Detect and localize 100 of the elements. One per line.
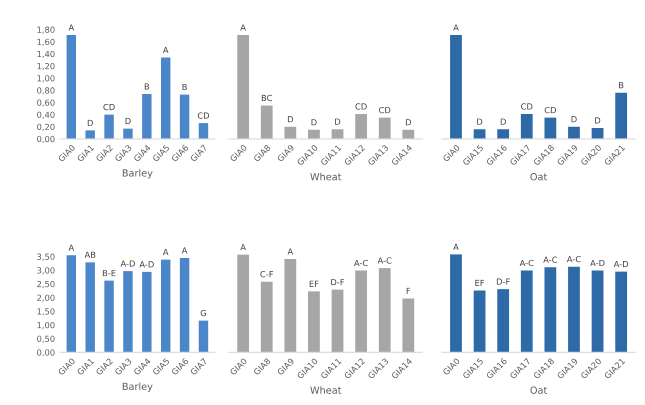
bar <box>568 126 580 139</box>
data-label: G <box>200 310 206 316</box>
bar <box>123 271 133 352</box>
bar <box>332 290 344 352</box>
x-axis-title: Barley <box>122 169 153 179</box>
data-label: A <box>240 24 246 31</box>
y-tick-label: 2,50 <box>37 280 55 288</box>
x-axis-title: Barley <box>122 382 153 392</box>
x-axis-title: Oat <box>530 173 548 180</box>
data-label: D <box>335 118 340 125</box>
bar <box>308 291 320 352</box>
data-label: CD <box>103 104 115 110</box>
data-label: CD <box>355 103 367 110</box>
data-label: A-C <box>566 256 581 262</box>
data-label: A <box>288 248 294 255</box>
bar <box>520 114 533 139</box>
bar <box>160 260 170 352</box>
data-label: B <box>144 83 150 90</box>
data-label: A <box>68 24 74 31</box>
bar <box>66 35 76 139</box>
data-label: B <box>182 84 187 90</box>
data-label: CD <box>544 106 556 114</box>
y-tick-label: 2,00 <box>37 294 55 302</box>
data-label: D <box>312 119 317 126</box>
y-tick-label: 0,00 <box>37 136 55 144</box>
bar <box>378 268 391 352</box>
bar <box>260 106 273 139</box>
data-label: B <box>619 82 624 88</box>
data-label: CD <box>521 103 532 110</box>
data-label: D <box>595 117 600 124</box>
data-label: BC <box>262 94 272 102</box>
data-label: A <box>162 248 168 256</box>
bar <box>520 270 533 352</box>
y-tick-label: 3,50 <box>37 254 55 261</box>
bar <box>355 270 368 352</box>
data-label: C-F <box>260 271 274 278</box>
data-label: EF <box>475 280 484 286</box>
data-label: AB <box>84 252 96 258</box>
bar <box>260 282 273 352</box>
y-tick-label: 0,20 <box>37 124 55 131</box>
bar <box>142 94 152 139</box>
bar <box>160 58 170 139</box>
y-tick-label: 1,00 <box>37 75 55 82</box>
bar <box>198 123 208 139</box>
bar <box>237 35 250 139</box>
y-tick-label: 1,00 <box>37 322 55 330</box>
data-label: A-D <box>120 260 135 267</box>
bar <box>142 272 152 352</box>
bar <box>237 254 250 352</box>
bar <box>402 130 414 139</box>
data-label: A <box>162 46 168 53</box>
bar <box>284 126 296 139</box>
bar <box>450 35 462 139</box>
data-label: F <box>406 288 410 294</box>
data-label: A <box>453 24 459 31</box>
data-label: D <box>406 119 412 126</box>
data-label: A <box>453 244 459 250</box>
data-label: D-F <box>331 279 344 286</box>
x-axis-title: Wheat <box>310 386 342 394</box>
y-tick-label: 1,20 <box>37 62 55 70</box>
bar <box>402 298 414 352</box>
data-label: D <box>572 116 577 122</box>
data-label: A <box>68 244 74 251</box>
bar <box>85 130 95 139</box>
bar <box>180 94 190 139</box>
y-tick-label: 0,50 <box>37 336 55 343</box>
x-axis-title: Wheat <box>310 172 342 180</box>
y-tick-label: 0,40 <box>37 112 55 119</box>
y-tick-label: 1,40 <box>37 50 55 58</box>
data-label: A <box>240 244 246 250</box>
bar <box>474 290 486 352</box>
data-label: B-E <box>102 270 116 276</box>
bar <box>198 320 208 352</box>
bar <box>104 114 114 139</box>
y-tick-label: 0,60 <box>37 99 55 107</box>
y-tick-label: 1,60 <box>37 38 55 46</box>
bar <box>284 259 296 352</box>
data-label: EF <box>310 280 318 287</box>
data-label: CD <box>198 112 210 119</box>
data-label: A-C <box>543 256 558 263</box>
bar <box>474 129 486 139</box>
bar <box>104 280 114 352</box>
data-label: D-F <box>496 278 510 285</box>
data-label: A-C <box>378 257 392 264</box>
bar <box>615 92 628 139</box>
y-tick-label: 1,50 <box>37 308 55 316</box>
bar <box>544 118 556 139</box>
data-label: D <box>126 118 131 124</box>
data-label: CD <box>379 106 390 114</box>
data-label: A-D <box>614 261 628 268</box>
bar <box>308 130 320 139</box>
data-label: D <box>88 120 93 126</box>
bar <box>378 118 391 139</box>
bar <box>568 266 580 352</box>
bar <box>615 272 628 352</box>
bar <box>544 267 556 352</box>
y-tick-label: 0,00 <box>37 349 55 356</box>
data-label: A-C <box>520 260 534 266</box>
bar <box>123 128 133 139</box>
bar <box>332 129 344 139</box>
